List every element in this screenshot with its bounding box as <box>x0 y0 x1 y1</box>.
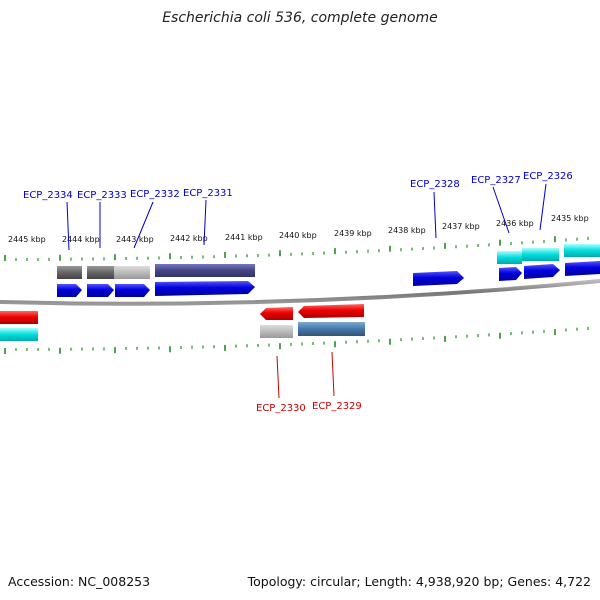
scale-ticks-top <box>4 236 589 261</box>
scale-label: 2441 kbp <box>225 233 263 242</box>
scale-label: 2435 kbp <box>551 214 589 223</box>
feature-bar-cyan-3[interactable] <box>564 244 600 257</box>
gene-arrow-reverse-edge[interactable] <box>0 311 38 324</box>
feature-bar-gray-3[interactable] <box>114 266 150 279</box>
gene-label-leaders <box>66 183 547 399</box>
scale-label: 2439 kbp <box>334 229 372 238</box>
gene-arrow-ecp-2328[interactable] <box>413 271 464 286</box>
gene-arrow-ecp-2327[interactable] <box>499 267 522 281</box>
gene-label-ecp-2330[interactable]: ECP_2330 <box>256 403 306 414</box>
gene-label-ecp-2326[interactable]: ECP_2326 <box>523 171 573 182</box>
scale-label: 2436 kbp <box>496 219 534 228</box>
gene-arrow-ecp-2334[interactable] <box>57 284 82 297</box>
scale-label: 2437 kbp <box>442 222 480 231</box>
scale-label: 2444 kbp <box>62 235 100 244</box>
scale-ticks-bottom <box>4 326 589 354</box>
scale-label: 2443 kbp <box>116 235 154 244</box>
gene-arrow-ecp-2333[interactable] <box>87 284 114 297</box>
genome-backbone <box>0 279 600 306</box>
gene-arrow-ecp-2332[interactable] <box>115 284 150 297</box>
scale-labels: 2445 kbp 2444 kbp 2443 kbp 2442 kbp 2441 kbp… <box>8 214 589 244</box>
accession-text: Accession: NC_008253 <box>8 574 151 589</box>
gene-label-ecp-2327[interactable]: ECP_2327 <box>471 175 521 186</box>
gene-label-ecp-2328[interactable]: ECP_2328 <box>410 179 460 190</box>
gene-arrow-ecp-2326[interactable] <box>524 264 560 279</box>
gene-arrow-ecp-2330[interactable] <box>260 307 293 320</box>
gene-arrow-forward-edge[interactable] <box>565 261 600 276</box>
gene-label-ecp-2331[interactable]: ECP_2331 <box>183 188 233 199</box>
scale-label: 2438 kbp <box>388 226 426 235</box>
feature-bar-cyan-1[interactable] <box>497 251 522 264</box>
feature-bar-gray-lower[interactable] <box>260 325 293 338</box>
scale-label: 2445 kbp <box>8 235 46 244</box>
feature-bar-gray-2[interactable] <box>87 266 114 279</box>
feature-bar-cyan-2[interactable] <box>522 248 559 261</box>
gene-arrow-ecp-2331[interactable] <box>155 281 255 296</box>
scale-label: 2442 kbp <box>170 234 208 243</box>
feature-bar-gray-1[interactable] <box>57 266 82 279</box>
scale-label: 2440 kbp <box>279 231 317 240</box>
gene-label-ecp-2329[interactable]: ECP_2329 <box>312 401 362 412</box>
topology-text: Topology: circular; Length: 4,938,920 bp… <box>247 574 591 589</box>
gene-label-ecp-2334[interactable]: ECP_2334 <box>23 190 73 201</box>
feature-bar-cyan-left[interactable] <box>0 328 38 341</box>
gene-label-ecp-2332[interactable]: ECP_2332 <box>130 189 180 200</box>
gene-label-ecp-2333[interactable]: ECP_2333 <box>77 190 127 201</box>
feature-bar-purple[interactable] <box>155 264 255 277</box>
feature-bar-steel-lower[interactable] <box>298 322 365 336</box>
gene-arrow-ecp-2329[interactable] <box>298 304 364 318</box>
map-title: Escherichia coli 536, complete genome <box>162 10 438 26</box>
